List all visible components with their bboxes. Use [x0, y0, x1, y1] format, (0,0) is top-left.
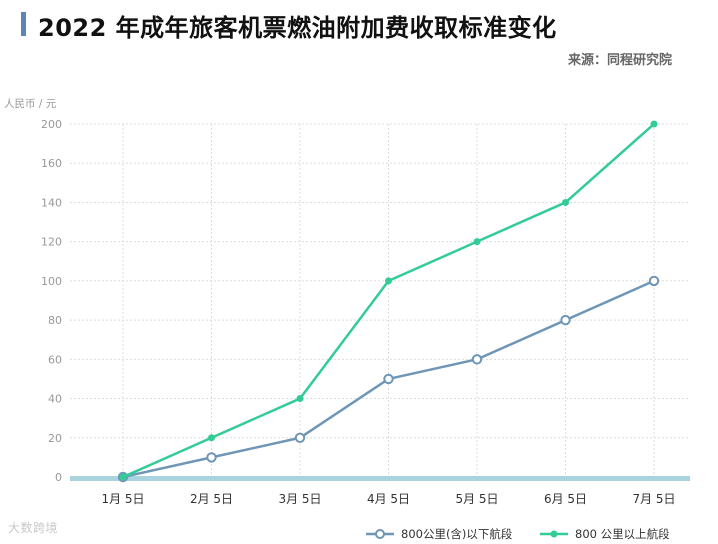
y-tick-label: 20: [48, 432, 62, 445]
source-note: 来源：同程研究院: [567, 53, 672, 68]
data-point-low: [206, 452, 217, 463]
y-axis-label: 人民币 / 元: [4, 98, 57, 110]
y-tick-label: 60: [48, 353, 62, 366]
data-point-high: [385, 277, 392, 285]
data-point-low: [294, 432, 306, 443]
legend-marker-filled-icon: [540, 530, 568, 538]
legend-item-series-low: 800公里(含)以下航段: [364, 526, 512, 542]
legend-label-series-low: 800公里(含)以下航段: [401, 527, 513, 541]
y-tick-label: 200: [41, 118, 62, 131]
y-tick-label: 120: [41, 236, 62, 249]
data-point-high: [208, 434, 215, 442]
data-point-high: [562, 198, 569, 206]
data-point-high: [473, 238, 481, 246]
data-point-low: [383, 373, 394, 385]
x-axis-baseline: [70, 476, 690, 481]
legend-item-series-high: 800 公里以上航段: [538, 526, 670, 542]
chart-title: 2022 年成年旅客机票燃油附加费收取标准变化: [38, 14, 557, 42]
y-tick-label: 0: [55, 471, 62, 484]
legend-marker-hollow-icon: [366, 529, 394, 539]
y-tick-label: 40: [48, 393, 62, 406]
y-tick-label: 100: [41, 275, 62, 288]
legend-label-series-high: 800 公里以上航段: [575, 527, 670, 541]
y-tick-label: 140: [41, 196, 62, 209]
line-chart: 0 20 40 60 80 100 120 140 160 200 1月 5日 2月 5日 3月 5日 4…: [41, 118, 690, 506]
data-point-low: [560, 314, 571, 326]
watermark-logo: 大数跨境: [8, 519, 58, 536]
data-point-low: [648, 275, 660, 287]
data-point-high: [119, 473, 127, 481]
x-tick-label: 5月 5日: [455, 492, 498, 506]
y-tick-label: 160: [41, 157, 62, 170]
x-tick-label: 3月 5日: [278, 492, 321, 506]
x-tick-label: 2月 5日: [190, 492, 233, 506]
x-tick-label: 4月 5日: [367, 492, 410, 506]
x-tick-label: 6月 5日: [544, 492, 587, 506]
x-tick-label: 7月 5日: [632, 492, 675, 506]
x-tick-label: 1月 5日: [101, 492, 144, 506]
data-point-low: [471, 354, 483, 365]
data-point-high: [650, 120, 658, 128]
title-accent-bar: [21, 12, 26, 36]
watermark-text: 大数跨境: [8, 521, 59, 535]
y-tick-label: 80: [48, 314, 62, 327]
data-point-high: [296, 395, 304, 403]
